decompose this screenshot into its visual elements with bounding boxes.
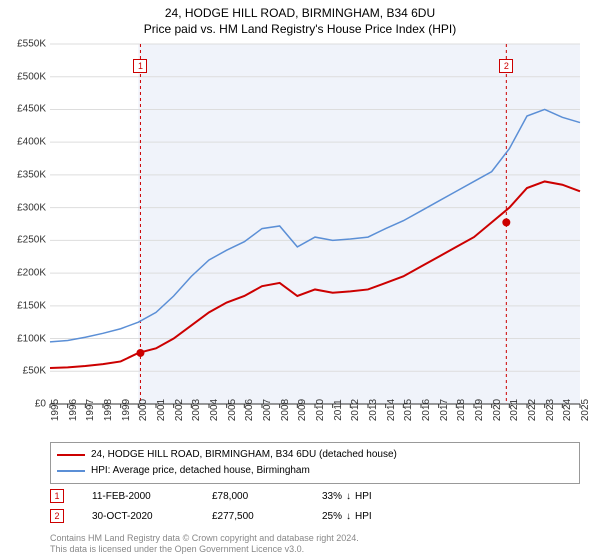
y-axis-tick-label: £0 <box>35 399 46 410</box>
x-axis-tick-label: 2025 <box>580 399 591 421</box>
legend: 24, HODGE HILL ROAD, BIRMINGHAM, B34 6DU… <box>50 442 580 484</box>
legend-swatch-property <box>57 454 85 456</box>
transaction-price: £78,000 <box>212 491 322 502</box>
x-axis-tick-label: 1997 <box>85 399 96 421</box>
x-axis-tick-label: 2001 <box>156 399 167 421</box>
transaction-delta: 33% ↓ HPI <box>322 491 462 502</box>
x-axis-tick-label: 1996 <box>68 399 79 421</box>
x-axis-tick-label: 2019 <box>474 399 485 421</box>
x-axis-tick-label: 2022 <box>527 399 538 421</box>
x-axis-tick-label: 1998 <box>103 399 114 421</box>
x-axis-tick-label: 2016 <box>421 399 432 421</box>
x-axis-tick-label: 2013 <box>368 399 379 421</box>
y-axis-tick-label: £150K <box>17 300 46 311</box>
x-axis-tick-label: 2020 <box>492 399 503 421</box>
title-subtitle: Price paid vs. HM Land Registry's House … <box>0 22 600 36</box>
y-axis-tick-label: £100K <box>17 333 46 344</box>
footer-attribution: Contains HM Land Registry data © Crown c… <box>50 533 359 556</box>
footer-line2: This data is licensed under the Open Gov… <box>50 544 359 556</box>
y-axis-tick-label: £250K <box>17 235 46 246</box>
x-axis-tick-label: 2012 <box>350 399 361 421</box>
x-axis-tick-label: 2007 <box>262 399 273 421</box>
x-axis-tick-label: 2014 <box>386 399 397 421</box>
x-axis-tick-label: 2003 <box>191 399 202 421</box>
chart-title-block: 24, HODGE HILL ROAD, BIRMINGHAM, B34 6DU… <box>0 0 600 36</box>
x-axis-tick-label: 2017 <box>439 399 450 421</box>
x-axis-tick-label: 2023 <box>545 399 556 421</box>
legend-label-property: 24, HODGE HILL ROAD, BIRMINGHAM, B34 6DU… <box>91 447 397 463</box>
title-address: 24, HODGE HILL ROAD, BIRMINGHAM, B34 6DU <box>0 6 600 20</box>
y-axis-tick-label: £500K <box>17 71 46 82</box>
arrow-down-icon: ↓ <box>346 491 351 502</box>
transaction-row: 1 11-FEB-2000 £78,000 33% ↓ HPI <box>50 486 580 506</box>
y-axis-tick-label: £450K <box>17 104 46 115</box>
x-axis-tick-label: 1995 <box>50 399 61 421</box>
y-axis-tick-label: £400K <box>17 137 46 148</box>
legend-label-hpi: HPI: Average price, detached house, Birm… <box>91 463 310 479</box>
transaction-price: £277,500 <box>212 511 322 522</box>
chart-event-marker: 1 <box>133 59 147 73</box>
x-axis-tick-label: 2011 <box>333 399 344 421</box>
x-axis-tick-label: 2008 <box>280 399 291 421</box>
transaction-marker: 2 <box>50 509 64 523</box>
x-axis-tick-label: 2010 <box>315 399 326 421</box>
arrow-down-icon: ↓ <box>346 511 351 522</box>
legend-item-hpi: HPI: Average price, detached house, Birm… <box>57 463 573 479</box>
y-axis-tick-label: £300K <box>17 202 46 213</box>
transaction-row: 2 30-OCT-2020 £277,500 25% ↓ HPI <box>50 506 580 526</box>
footer-line1: Contains HM Land Registry data © Crown c… <box>50 533 359 545</box>
y-axis-tick-label: £550K <box>17 39 46 50</box>
line-chart: £0£50K£100K£150K£200K£250K£300K£350K£400… <box>50 44 580 404</box>
x-axis-tick-label: 2000 <box>138 399 149 421</box>
x-axis-tick-label: 1999 <box>121 399 132 421</box>
legend-item-property: 24, HODGE HILL ROAD, BIRMINGHAM, B34 6DU… <box>57 447 573 463</box>
transactions-table: 1 11-FEB-2000 £78,000 33% ↓ HPI 2 30-OCT… <box>50 486 580 526</box>
transaction-marker: 1 <box>50 489 64 503</box>
x-axis-tick-label: 2002 <box>174 399 185 421</box>
y-axis-tick-label: £350K <box>17 169 46 180</box>
x-axis-tick-label: 2004 <box>209 399 220 421</box>
x-axis-tick-label: 2006 <box>244 399 255 421</box>
x-axis-tick-label: 2015 <box>403 399 414 421</box>
x-axis-tick-label: 2005 <box>227 399 238 421</box>
x-axis-tick-label: 2018 <box>456 399 467 421</box>
x-axis-tick-label: 2009 <box>297 399 308 421</box>
x-axis-tick-label: 2021 <box>509 399 520 421</box>
y-axis-tick-label: £50K <box>23 366 46 377</box>
transaction-delta: 25% ↓ HPI <box>322 511 462 522</box>
transaction-date: 30-OCT-2020 <box>92 511 212 522</box>
x-axis-tick-label: 2024 <box>562 399 573 421</box>
y-axis-tick-label: £200K <box>17 268 46 279</box>
chart-event-marker: 2 <box>499 59 513 73</box>
legend-swatch-hpi <box>57 470 85 472</box>
transaction-date: 11-FEB-2000 <box>92 491 212 502</box>
